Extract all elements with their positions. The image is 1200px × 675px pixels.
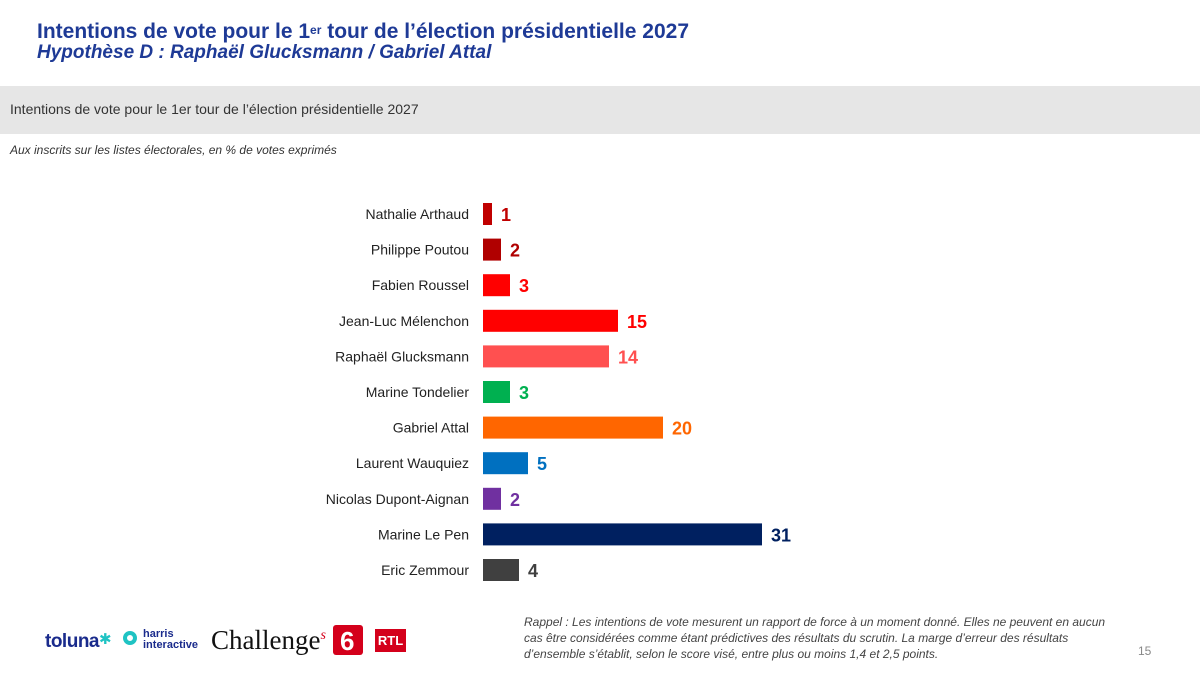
data-label: 14 [618, 347, 638, 367]
category-label: Marine Le Pen [378, 526, 469, 542]
chart-header-band: Intentions de vote pour le 1er tour de l… [0, 86, 1200, 134]
data-label: 4 [528, 561, 538, 581]
disclaimer-text: Rappel : Les intentions de vote mesurent… [524, 615, 1106, 661]
bar [483, 523, 762, 546]
asterisk-icon: ✱ [99, 631, 112, 648]
bar [483, 416, 663, 439]
data-label: 15 [627, 312, 647, 332]
data-label: 5 [537, 454, 547, 474]
category-label: Nicolas Dupont-Aignan [326, 491, 469, 507]
bar [483, 487, 501, 510]
data-label: 2 [510, 241, 520, 261]
page-title: Intentions de vote pour le 1er tour de l… [37, 20, 689, 44]
category-label: Raphaël Glucksmann [335, 348, 469, 364]
category-label: Fabien Roussel [372, 277, 469, 293]
bar [483, 345, 609, 368]
category-label: Gabriel Attal [393, 420, 469, 436]
bar [483, 203, 492, 225]
data-label: 3 [519, 383, 529, 403]
bar [483, 559, 519, 581]
toluna-logo: toluna✱ [45, 631, 112, 652]
category-label: Eric Zemmour [381, 562, 469, 578]
category-label: Philippe Poutou [371, 242, 469, 258]
category-label: Marine Tondelier [366, 384, 470, 400]
bar [483, 381, 510, 403]
category-label: Laurent Wauquiez [356, 455, 469, 471]
page-number: 15 [1138, 644, 1152, 658]
bar [483, 238, 501, 261]
chart-note: Aux inscrits sur les listes électorales,… [10, 143, 337, 157]
m6-logo: 6 [333, 625, 363, 656]
harris-interactive-logo: harris interactive [143, 628, 199, 651]
data-label: 2 [510, 490, 520, 510]
title-superscript: er [310, 23, 322, 37]
data-label: 20 [672, 419, 692, 439]
title-main: Intentions de vote pour le 1 [37, 20, 311, 43]
category-label: Nathalie Arthaud [365, 206, 469, 222]
bar [483, 309, 618, 332]
bar [483, 452, 528, 475]
chart-header-text: Intentions de vote pour le 1er tour de l… [10, 101, 419, 117]
data-label: 31 [771, 525, 791, 545]
partner-logos: toluna✱ harris interactive Challenges 6 R… [45, 625, 415, 659]
rtl-logo: RTL [375, 629, 406, 652]
title-rest: tour de l’élection présidentielle 2027 [321, 20, 689, 43]
harris-ring-icon [123, 631, 137, 645]
category-label: Jean-Luc Mélenchon [339, 313, 469, 329]
data-label: 1 [501, 205, 511, 225]
page-subtitle: Hypothèse D : Raphaël Glucksmann / Gabri… [37, 42, 492, 63]
data-label: 3 [519, 276, 529, 296]
bar [483, 274, 510, 297]
challenges-logo: Challenges [211, 625, 326, 655]
